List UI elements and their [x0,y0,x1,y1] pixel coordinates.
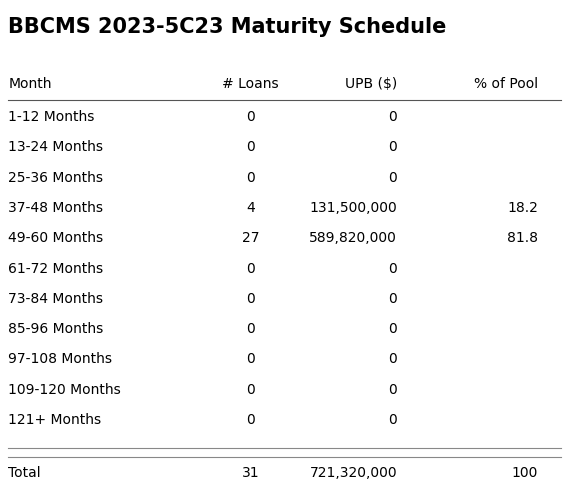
Text: 0: 0 [246,322,255,336]
Text: 0: 0 [246,170,255,185]
Text: 31: 31 [242,467,259,480]
Text: 25-36 Months: 25-36 Months [9,170,103,185]
Text: 131,500,000: 131,500,000 [310,201,397,215]
Text: 109-120 Months: 109-120 Months [9,383,121,397]
Text: 0: 0 [246,292,255,306]
Text: 589,820,000: 589,820,000 [310,231,397,245]
Text: 0: 0 [388,322,397,336]
Text: 0: 0 [388,140,397,154]
Text: 0: 0 [388,353,397,366]
Text: 0: 0 [246,353,255,366]
Text: 0: 0 [246,413,255,427]
Text: 0: 0 [246,140,255,154]
Text: 4: 4 [246,201,255,215]
Text: % of Pool: % of Pool [474,77,538,92]
Text: 97-108 Months: 97-108 Months [9,353,112,366]
Text: 100: 100 [512,467,538,480]
Text: 721,320,000: 721,320,000 [310,467,397,480]
Text: 18.2: 18.2 [507,201,538,215]
Text: BBCMS 2023-5C23 Maturity Schedule: BBCMS 2023-5C23 Maturity Schedule [9,17,447,37]
Text: 121+ Months: 121+ Months [9,413,101,427]
Text: Total: Total [9,467,41,480]
Text: 0: 0 [246,383,255,397]
Text: UPB ($): UPB ($) [345,77,397,92]
Text: 81.8: 81.8 [507,231,538,245]
Text: 61-72 Months: 61-72 Months [9,262,104,276]
Text: # Loans: # Loans [222,77,279,92]
Text: Month: Month [9,77,52,92]
Text: 13-24 Months: 13-24 Months [9,140,103,154]
Text: 73-84 Months: 73-84 Months [9,292,103,306]
Text: 49-60 Months: 49-60 Months [9,231,104,245]
Text: 0: 0 [388,262,397,276]
Text: 0: 0 [388,170,397,185]
Text: 0: 0 [246,110,255,124]
Text: 27: 27 [242,231,259,245]
Text: 0: 0 [388,383,397,397]
Text: 0: 0 [388,292,397,306]
Text: 0: 0 [388,413,397,427]
Text: 1-12 Months: 1-12 Months [9,110,95,124]
Text: 0: 0 [246,262,255,276]
Text: 37-48 Months: 37-48 Months [9,201,103,215]
Text: 0: 0 [388,110,397,124]
Text: 85-96 Months: 85-96 Months [9,322,104,336]
